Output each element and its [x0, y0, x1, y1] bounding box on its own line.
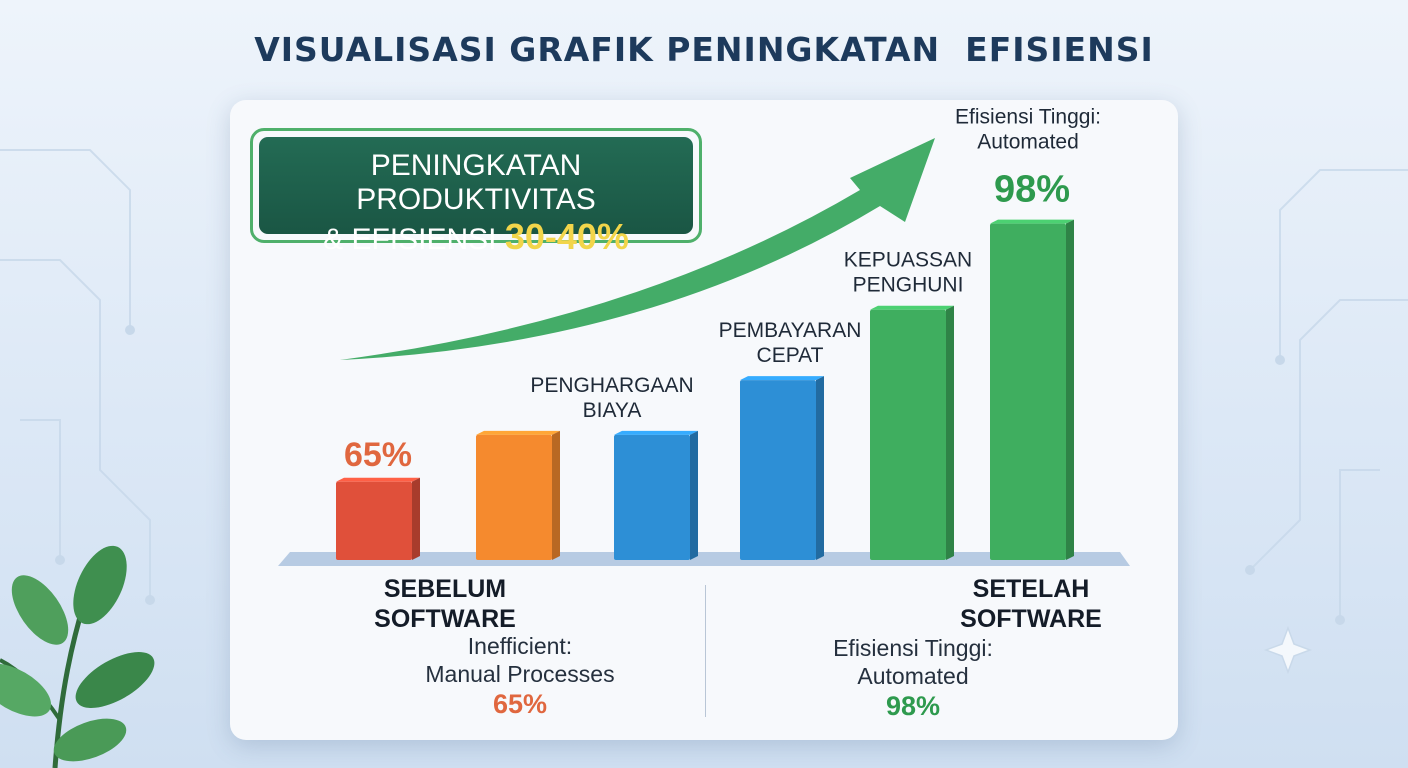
bar-3	[614, 430, 698, 560]
bar-label-line: Automated	[977, 131, 1079, 154]
bar-label-line: PENGHARGAAN	[530, 374, 693, 397]
bar-4	[740, 376, 824, 560]
bar-label-6: Efisiensi Tinggi: Automated	[955, 106, 1101, 154]
plant-icon	[0, 545, 155, 768]
left-caption-subtitle: Inefficient: Manual Processes	[425, 633, 615, 687]
value-label-6: 98%	[994, 169, 1070, 211]
bar-top	[740, 376, 824, 381]
bar-label-line: PEMBAYARAN	[719, 319, 862, 342]
bar-label-5: KEPUASSAN PENGHUNI	[844, 249, 972, 297]
bar-side	[946, 305, 954, 560]
banner-line1: PENINGKATAN PRODUKTIVITAS	[356, 149, 596, 216]
bar-label-line: PENGHUNI	[853, 274, 964, 297]
value-label-1: 65%	[344, 436, 412, 474]
bars-layer	[336, 219, 1074, 560]
bar-face	[870, 309, 946, 560]
bar-label-line: BIAYA	[583, 399, 642, 422]
bar-label-line: CEPAT	[757, 344, 824, 367]
bar-label-4: PEMBAYARAN CEPAT	[719, 319, 862, 367]
labels-layer: 65% PENGHARGAAN BIAYA PEMBAYARAN CEPAT KEPUAS…	[344, 106, 1101, 474]
bar-side	[816, 376, 824, 560]
banner-body: PENINGKATAN PRODUKTIVITAS & EFISIENSI 30…	[259, 137, 693, 257]
bar-label-line: KEPUASSAN	[844, 249, 972, 272]
bar-label-line: Efisiensi Tinggi:	[955, 106, 1101, 129]
section-divider	[705, 585, 706, 717]
bar-top	[990, 219, 1074, 224]
bar-side	[1066, 219, 1074, 560]
sparkle-icon	[1263, 625, 1313, 675]
right-caption-title: SETELAH SOFTWARE	[960, 575, 1102, 633]
bar-top	[476, 430, 560, 435]
right-caption-subtitle: Efisiensi Tinggi: Automated	[833, 635, 993, 689]
productivity-banner: PENINGKATAN PRODUKTIVITAS & EFISIENSI 30…	[250, 128, 702, 257]
right-caption-value: 98%	[885, 691, 941, 721]
bar-face	[740, 380, 816, 560]
bar-top	[614, 430, 698, 435]
bar-5	[870, 305, 954, 560]
banner-line2-prefix: & EFISIENSI	[323, 223, 505, 256]
left-caption-value: 65%	[492, 689, 548, 719]
bar-top	[870, 305, 954, 310]
page-title: VISUALISASI GRAFIK PENINGKATAN EFISIENSI	[254, 30, 1154, 69]
bar-side	[552, 430, 560, 560]
left-caption-title: SEBELUM SOFTWARE	[374, 575, 516, 633]
bar-side	[690, 430, 698, 560]
bar-face	[990, 223, 1066, 560]
bar-label-3: PENGHARGAAN BIAYA	[530, 374, 693, 422]
bar-side	[412, 477, 420, 560]
bar-2	[476, 430, 560, 560]
banner-highlight: 30-40%	[504, 216, 629, 257]
bar-face	[476, 434, 552, 560]
banner-line2: & EFISIENSI 30-40%	[259, 217, 693, 260]
bar-1	[336, 477, 420, 560]
bar-face	[336, 481, 412, 560]
bar-6	[990, 219, 1074, 560]
bar-top	[336, 477, 420, 482]
bar-face	[614, 434, 690, 560]
